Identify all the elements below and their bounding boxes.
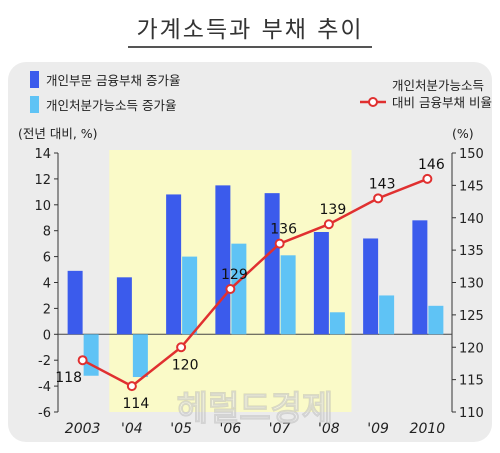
ratio-point [422,173,433,184]
x-tick-label: '09 [367,421,389,437]
bar-income-growth [329,312,345,335]
bar-income-growth [83,334,99,376]
bar-debt-growth [166,194,182,335]
legend-label-ratio-line1: 개인처분가능소득 [392,78,484,93]
left-tick-label: 4 [43,277,51,292]
ratio-data-label: 129 [221,267,248,283]
legend-label-income-growth: 개인처분가능소득 증가율 [46,98,176,113]
right-tick-label: 140 [459,212,484,227]
page-title: 가계소득과 부채 추이 [136,17,364,43]
x-tick-label: '04 [121,421,143,437]
right-tick-label: 145 [459,179,484,194]
ratio-data-label: 118 [55,370,82,386]
ratio-data-label: 143 [369,176,396,192]
bar-income-growth [280,255,296,335]
ratio-point [225,283,236,294]
legend-swatch-income-growth [30,96,39,113]
ratio-point [126,381,137,392]
title-underline [128,46,372,48]
ratio-data-label: 139 [320,202,347,218]
legend-marker-ratio [368,97,378,107]
watermark: 헤럴드경제 [177,389,333,429]
ratio-point [373,193,384,204]
right-tick-label: 110 [459,406,484,421]
right-tick-label: 120 [459,341,484,356]
ratio-point [323,219,334,230]
bar-debt-growth [313,231,329,335]
left-tick-label: 14 [34,147,51,162]
ratio-line [82,177,428,388]
x-tick-label: 2010 [410,421,446,437]
ratio-data-label: 136 [270,222,297,238]
bar-debt-growth [215,185,231,335]
bar-income-growth [132,334,148,378]
bar-debt-growth [67,270,83,335]
right-axis-label: (%) [452,126,474,141]
left-tick-label: 2 [43,302,51,317]
x-tick-label: 2003 [65,421,101,437]
ratio-data-label: 114 [123,396,150,412]
right-tick-label: 135 [459,244,484,259]
left-tick-label: 12 [34,173,51,188]
right-tick-label: 115 [459,374,484,389]
bar-debt-growth [363,238,379,335]
legend-label-debt-growth: 개인부문 금융부채 증가율 [46,73,180,88]
right-tick-label: 150 [459,147,484,162]
ratio-data-label: 120 [172,357,199,373]
x-tick-label: '05 [170,421,192,437]
right-tick-label: 125 [459,309,484,324]
left-tick-label: -2 [38,354,51,369]
ratio-point [77,355,88,366]
bar-income-growth [231,243,247,335]
legend-swatch-debt-growth [30,71,39,88]
left-tick-label: 8 [43,225,51,240]
legend-label-ratio-line2: 대비 금융부채 비율 [392,95,492,110]
left-axis-label: (전년 대비, %) [18,126,98,141]
left-tick-label: -4 [38,380,51,395]
right-tick-label: 130 [459,277,484,292]
left-tick-label: 0 [43,328,51,343]
bar-debt-growth [412,220,428,335]
ratio-point [176,342,187,353]
ratio-data-label: 146 [418,157,445,173]
left-tick-label: 6 [43,251,51,266]
bar-debt-growth [264,193,280,335]
left-tick-label: -6 [38,406,51,421]
x-tick-label: '08 [318,421,340,437]
bar-income-growth [379,295,395,335]
bar-income-growth [182,256,198,335]
left-tick-label: 10 [34,199,51,214]
x-tick-label: '06 [220,421,242,437]
bar-debt-growth [116,277,132,335]
ratio-point [274,238,285,249]
x-tick-label: '07 [269,421,291,437]
bar-income-growth [428,305,444,335]
